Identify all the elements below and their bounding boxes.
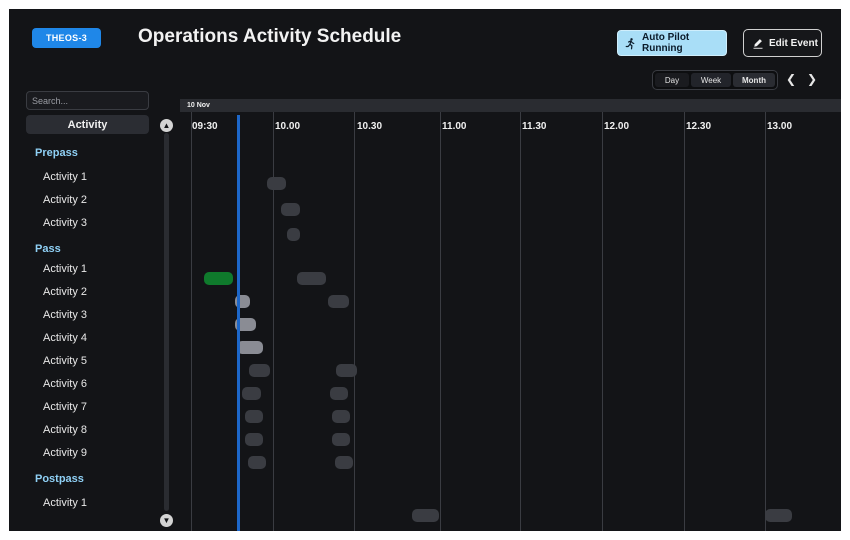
scrollbar[interactable] [164, 133, 169, 511]
event-block[interactable] [248, 456, 266, 469]
event-block-active[interactable] [204, 272, 233, 285]
running-person-icon [625, 37, 635, 49]
view-day-option[interactable]: Day [655, 73, 689, 87]
event-block-highlight[interactable] [235, 318, 256, 331]
search-input[interactable] [26, 91, 149, 110]
activity-list: Prepass Activity 1 Activity 2 Activity 3… [9, 9, 159, 531]
event-block[interactable] [281, 203, 300, 216]
time-tick: 09:30 [192, 121, 218, 132]
activity-column-header: Activity [26, 115, 149, 134]
view-toggle: Day Week Month [652, 70, 778, 90]
group-label-prepass: Prepass [35, 147, 78, 159]
list-item[interactable]: Activity 1 [43, 171, 88, 183]
time-tick: 10.00 [275, 121, 301, 132]
satellite-badge[interactable]: THEOS-3 [32, 28, 101, 48]
time-tick: 11.00 [442, 121, 467, 132]
event-block[interactable] [245, 410, 263, 423]
gridline [684, 112, 685, 531]
auto-pilot-label: Auto Pilot Running [642, 32, 690, 54]
time-tick: 10.30 [357, 121, 383, 132]
event-block[interactable] [242, 387, 261, 400]
edit-pen-icon [753, 39, 763, 49]
event-block[interactable] [245, 433, 263, 446]
list-item[interactable]: Activity 7 [43, 401, 88, 413]
event-block[interactable] [332, 433, 350, 446]
edit-event-button[interactable]: Edit Event [743, 29, 822, 57]
list-item[interactable]: Activity 2 [43, 286, 88, 298]
list-item[interactable]: Activity 6 [43, 378, 88, 390]
gridline [765, 112, 766, 531]
event-block[interactable] [412, 509, 439, 522]
event-block[interactable] [267, 177, 286, 190]
gridline [440, 112, 441, 531]
current-time-indicator [237, 115, 240, 531]
auto-pilot-button[interactable]: Auto Pilot Running [617, 30, 727, 56]
list-item[interactable]: Activity 5 [43, 355, 88, 367]
date-header: 10 Nov [180, 99, 841, 112]
event-block[interactable] [330, 387, 348, 400]
event-block[interactable] [287, 228, 300, 241]
list-item[interactable]: Activity 9 [43, 447, 88, 459]
time-tick: 12.00 [604, 121, 630, 132]
gridline [602, 112, 603, 531]
list-item[interactable]: Activity 3 [43, 217, 88, 229]
edit-event-label: Edit Event [769, 37, 818, 49]
chevron-left-icon[interactable]: ❮ [785, 72, 797, 86]
view-week-option[interactable]: Week [691, 73, 731, 87]
event-block[interactable] [249, 364, 270, 377]
gridline [191, 112, 192, 531]
list-item[interactable]: Activity 3 [43, 309, 88, 321]
event-block[interactable] [336, 364, 357, 377]
gridline [520, 112, 521, 531]
list-item[interactable]: Activity 2 [43, 194, 88, 206]
list-item[interactable]: Activity 8 [43, 424, 88, 436]
list-item[interactable]: Activity 1 [43, 497, 88, 509]
group-label-pass: Pass [35, 243, 61, 255]
view-month-option[interactable]: Month [733, 73, 775, 87]
chevron-right-icon[interactable]: ❯ [806, 72, 818, 86]
event-block[interactable] [328, 295, 349, 308]
time-tick: 12.30 [686, 121, 712, 132]
event-block[interactable] [765, 509, 792, 522]
time-tick: 13.00 [767, 121, 793, 132]
time-tick: 11.30 [522, 121, 547, 132]
gridline [273, 112, 274, 531]
schedule-timeline: 10 Nov 09:30 10.00 10.30 11.00 11.30 12.… [180, 99, 841, 531]
group-label-postpass: Postpass [35, 473, 84, 485]
event-block[interactable] [297, 272, 326, 285]
event-block-highlight[interactable] [237, 341, 263, 354]
event-block[interactable] [332, 410, 350, 423]
event-block[interactable] [335, 456, 353, 469]
scroll-up-icon[interactable]: ▲ [160, 119, 173, 132]
app-window: THEOS-3 Operations Activity Schedule Aut… [9, 9, 841, 531]
scroll-down-icon[interactable]: ▼ [160, 514, 173, 527]
list-item[interactable]: Activity 4 [43, 332, 88, 344]
gridline [354, 112, 355, 531]
list-item[interactable]: Activity 1 [43, 263, 88, 275]
page-title: Operations Activity Schedule [138, 26, 402, 47]
